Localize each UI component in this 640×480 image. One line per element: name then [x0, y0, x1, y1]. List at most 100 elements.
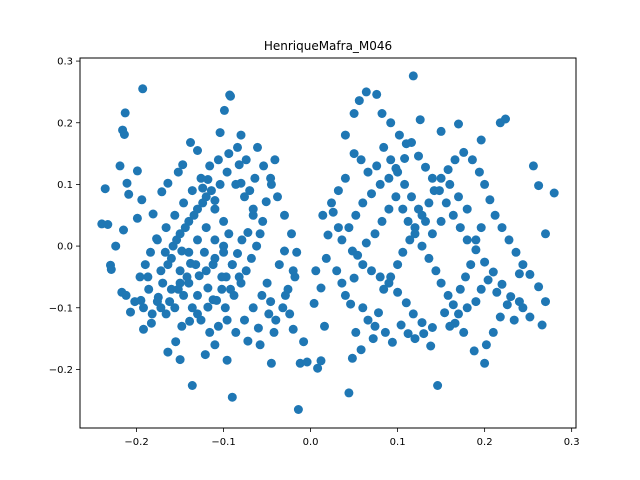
data-point — [139, 324, 148, 334]
data-point — [504, 235, 514, 245]
data-point — [454, 192, 463, 202]
data-point — [234, 272, 244, 282]
data-point — [461, 272, 470, 282]
data-point — [158, 278, 168, 288]
data-point — [147, 309, 157, 319]
data-point — [337, 235, 347, 245]
data-point — [224, 229, 234, 239]
data-point — [344, 388, 354, 398]
data-point — [138, 84, 148, 94]
data-point — [184, 247, 194, 257]
data-point — [333, 223, 343, 233]
data-point — [375, 272, 385, 282]
data-point — [246, 253, 256, 263]
data-point — [178, 160, 188, 170]
data-point — [213, 155, 223, 165]
data-point — [193, 290, 202, 300]
data-point — [215, 128, 225, 138]
data-point — [407, 192, 416, 202]
data-point — [140, 260, 150, 270]
data-point — [237, 235, 247, 245]
data-point — [541, 229, 550, 239]
data-point — [462, 303, 472, 313]
data-point — [253, 142, 262, 152]
data-point — [222, 315, 232, 325]
data-point — [252, 241, 262, 251]
data-point — [270, 155, 280, 165]
data-point — [273, 192, 282, 202]
data-point — [132, 213, 142, 223]
data-point — [106, 265, 116, 274]
data-point — [433, 381, 443, 390]
data-point — [480, 179, 490, 189]
data-point — [137, 195, 147, 205]
data-point — [262, 278, 272, 288]
y-tick-label: 0.2 — [57, 118, 73, 129]
data-point — [408, 309, 418, 319]
data-point — [387, 337, 397, 347]
data-point — [318, 210, 328, 220]
data-point — [436, 278, 446, 288]
x-tick-label: −0.1 — [211, 437, 235, 448]
data-point — [363, 167, 373, 177]
data-points — [97, 71, 559, 414]
data-point — [186, 138, 195, 147]
data-point — [205, 327, 215, 337]
data-point — [353, 250, 363, 260]
data-point — [541, 297, 550, 307]
data-point — [203, 302, 213, 312]
data-point — [248, 303, 258, 313]
data-point — [269, 327, 279, 337]
data-point — [410, 334, 420, 344]
data-point — [219, 216, 229, 226]
data-point — [492, 287, 502, 297]
data-point — [220, 303, 230, 313]
data-point — [219, 247, 229, 257]
data-point — [427, 229, 437, 239]
data-point — [126, 307, 135, 317]
data-point — [485, 195, 495, 205]
data-point — [497, 223, 507, 233]
x-tick-label: 0.0 — [303, 437, 319, 448]
data-point — [302, 357, 312, 367]
data-point — [148, 209, 158, 219]
data-point — [328, 207, 338, 217]
data-point — [488, 327, 498, 337]
data-point — [173, 167, 183, 177]
data-point — [368, 334, 378, 344]
data-point — [316, 283, 326, 293]
data-point — [156, 303, 166, 313]
data-point — [351, 327, 361, 337]
data-point — [490, 210, 500, 220]
data-point — [146, 318, 156, 328]
data-point — [231, 327, 241, 337]
data-point — [405, 235, 415, 245]
data-point — [196, 173, 206, 183]
data-point — [514, 297, 524, 307]
data-point — [278, 303, 288, 313]
data-point — [121, 290, 131, 300]
data-point — [173, 284, 183, 294]
data-point — [375, 179, 385, 189]
data-point — [321, 253, 331, 263]
data-point — [384, 278, 394, 288]
data-point — [361, 87, 371, 97]
data-point — [253, 323, 263, 333]
data-point — [163, 178, 173, 188]
data-point — [288, 266, 298, 276]
data-point — [455, 284, 465, 294]
data-point — [518, 260, 528, 270]
data-point — [100, 184, 110, 194]
data-point — [240, 192, 249, 202]
data-point — [224, 149, 234, 159]
data-point — [337, 278, 347, 288]
data-point — [191, 260, 201, 270]
data-point — [261, 197, 271, 207]
data-point — [386, 155, 396, 165]
data-point — [180, 223, 190, 233]
data-point — [182, 272, 192, 282]
data-point — [436, 216, 446, 226]
data-point — [327, 198, 336, 208]
data-point — [193, 146, 202, 155]
data-point — [259, 161, 269, 171]
